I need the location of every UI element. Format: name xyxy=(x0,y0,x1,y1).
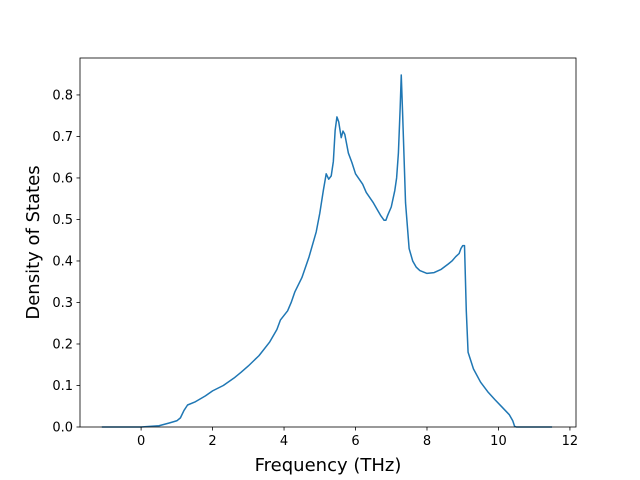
plot-frame xyxy=(79,57,577,428)
y-axis-label: Density of States xyxy=(23,165,44,319)
y-tick-label: 0.7 xyxy=(52,130,73,145)
y-tick-label: 0.2 xyxy=(52,337,73,352)
y-tick-label: 0.5 xyxy=(52,213,73,228)
y-tick-label: 0.8 xyxy=(52,88,73,103)
x-axis-label: Frequency (THz) xyxy=(255,455,402,476)
x-tick-label: 0 xyxy=(137,434,145,449)
y-tick-label: 0.0 xyxy=(52,421,73,436)
y-tick-label: 0.1 xyxy=(52,379,73,394)
y-tick-label: 0.6 xyxy=(52,171,73,186)
x-tick-label: 2 xyxy=(208,434,216,449)
x-tick-label: 10 xyxy=(490,434,507,449)
x-tick-label: 12 xyxy=(562,434,579,449)
x-tick-label: 6 xyxy=(351,434,359,449)
x-tick-label: 8 xyxy=(423,434,431,449)
y-tick-label: 0.4 xyxy=(52,254,73,269)
y-tick-label: 0.3 xyxy=(52,296,73,311)
dos-line xyxy=(101,74,553,428)
x-tick-label: 4 xyxy=(280,434,288,449)
